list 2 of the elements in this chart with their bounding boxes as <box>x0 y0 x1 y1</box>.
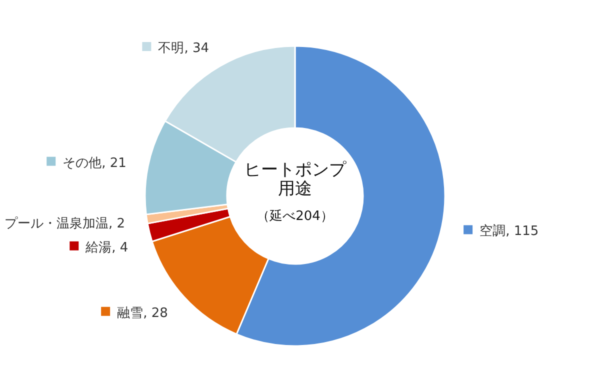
text: （延べ204） <box>256 209 334 224</box>
text: ヒートポンプ用途 <box>244 160 347 199</box>
